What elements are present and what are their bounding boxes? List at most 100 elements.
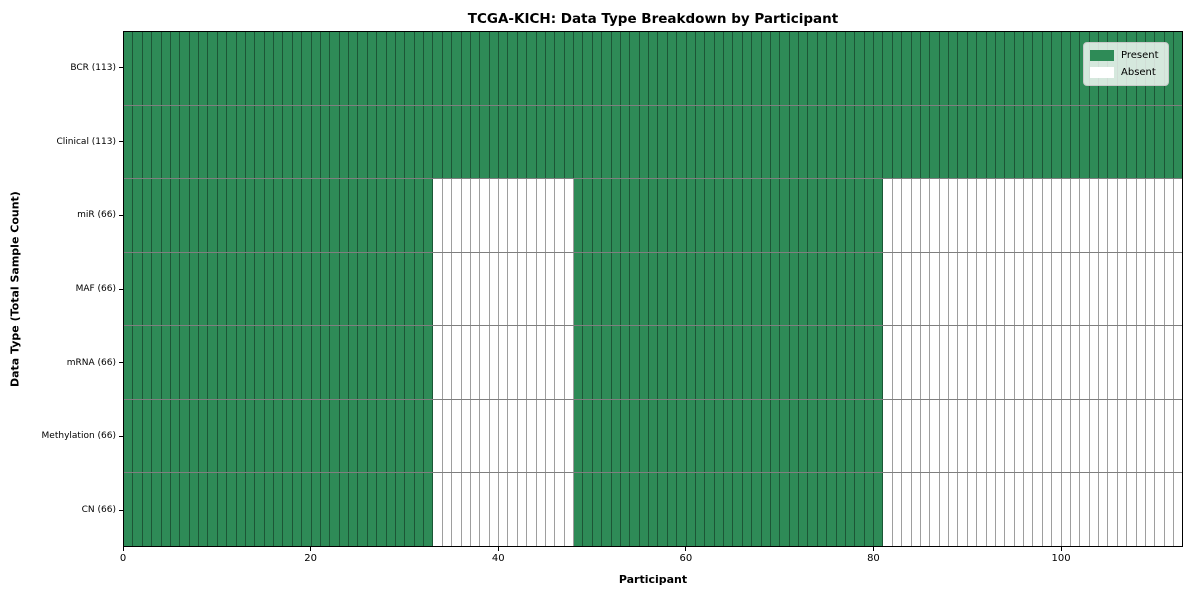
heatmap-cell: [1080, 252, 1090, 326]
heatmap-cell: [564, 399, 574, 473]
heatmap-cell: [1164, 252, 1174, 326]
heatmap-cell: [1080, 326, 1090, 399]
heatmap-cell: [142, 326, 153, 399]
heatmap-cell: [330, 252, 340, 326]
heatmap-cell: [255, 252, 265, 326]
heatmap-cell: [1005, 473, 1015, 547]
heatmap-cell: [1108, 399, 1118, 473]
heatmap-cell: [799, 326, 809, 399]
heatmap-cell: [986, 105, 996, 179]
heatmap-cell: [995, 473, 1006, 547]
heatmap-cell: [677, 32, 687, 105]
heatmap-cell: [958, 473, 968, 547]
heatmap-cell: [686, 179, 696, 252]
heatmap-cell: [1127, 399, 1137, 473]
heatmap-cell: [386, 105, 396, 179]
heatmap-cell: [780, 32, 790, 105]
heatmap-cell: [808, 179, 818, 252]
heatmap-cell: [1089, 252, 1099, 326]
heatmap-cell: [855, 399, 865, 473]
heatmap-cell: [658, 105, 668, 179]
heatmap-row: [124, 252, 1183, 327]
heatmap-cell: [836, 179, 846, 252]
heatmap-cell: [527, 326, 537, 399]
heatmap-cell: [1014, 326, 1024, 399]
heatmap-cell: [236, 179, 246, 252]
heatmap-cell: [677, 473, 687, 547]
heatmap-cell: [1014, 179, 1024, 252]
heatmap-cell: [330, 473, 340, 547]
heatmap-cell: [864, 179, 874, 252]
heatmap-cell: [367, 252, 378, 326]
heatmap-cell: [274, 252, 284, 326]
heatmap-cell: [742, 105, 753, 179]
heatmap-cell: [358, 326, 368, 399]
x-tick-label: 100: [1051, 553, 1071, 564]
heatmap-cell: [180, 326, 190, 399]
heatmap-cell: [1145, 252, 1156, 326]
heatmap-cell: [1024, 105, 1034, 179]
heatmap-cell: [686, 326, 696, 399]
heatmap-cell: [770, 473, 781, 547]
heatmap-cell: [1127, 105, 1137, 179]
heatmap-cell: [461, 473, 471, 547]
heatmap-cell: [386, 32, 396, 105]
heatmap-cell: [555, 399, 565, 473]
heatmap-cell: [170, 252, 181, 326]
heatmap-cell: [949, 326, 959, 399]
heatmap-cell: [199, 399, 209, 473]
heatmap-cell: [958, 179, 968, 252]
heatmap-cell: [780, 399, 790, 473]
heatmap-cell: [1164, 399, 1174, 473]
heatmap-cell: [1070, 105, 1081, 179]
heatmap-cell: [1136, 105, 1146, 179]
heatmap-cell: [264, 473, 274, 547]
heatmap-cell: [658, 399, 668, 473]
heatmap-cell: [508, 32, 518, 105]
heatmap-cell: [949, 399, 959, 473]
heatmap-cell: [545, 399, 556, 473]
heatmap-cell: [142, 32, 153, 105]
heatmap-cell: [1061, 32, 1071, 105]
heatmap-cell: [442, 179, 453, 252]
heatmap-cell: [845, 105, 856, 179]
heatmap-cell: [152, 252, 162, 326]
heatmap-cell: [245, 326, 256, 399]
heatmap-cell: [892, 32, 903, 105]
heatmap-cell: [1174, 473, 1183, 547]
heatmap-cell: [920, 179, 931, 252]
heatmap-cell: [695, 105, 706, 179]
heatmap-cell: [845, 252, 856, 326]
heatmap-cell: [283, 399, 293, 473]
heatmap-cell: [245, 399, 256, 473]
heatmap-cell: [545, 105, 556, 179]
heatmap-cell: [133, 399, 143, 473]
x-tick-label: 80: [867, 553, 880, 564]
heatmap-cell: [499, 105, 509, 179]
heatmap-cell: [1033, 252, 1043, 326]
heatmap-cell: [545, 179, 556, 252]
heatmap-cell: [320, 179, 331, 252]
x-tick-label: 40: [491, 553, 505, 564]
heatmap-cell: [264, 179, 274, 252]
heatmap-cell: [714, 32, 724, 105]
heatmap-cell: [1033, 105, 1043, 179]
heatmap-cell: [761, 326, 771, 399]
heatmap-cell: [133, 105, 143, 179]
heatmap-cell: [208, 105, 218, 179]
heatmap-cell: [264, 105, 274, 179]
heatmap-cell: [649, 32, 659, 105]
heatmap-cell: [1155, 473, 1165, 547]
heatmap-cell: [827, 252, 837, 326]
heatmap-cell: [1052, 326, 1062, 399]
heatmap-cell: [405, 252, 415, 326]
heatmap-cell: [508, 326, 518, 399]
heatmap-cell: [161, 105, 171, 179]
heatmap-cell: [311, 105, 321, 179]
heatmap-cell: [892, 105, 903, 179]
heatmap-cell: [1145, 399, 1156, 473]
heatmap-cell: [592, 252, 603, 326]
heatmap-cell: [836, 473, 846, 547]
heatmap-cell: [414, 473, 424, 547]
